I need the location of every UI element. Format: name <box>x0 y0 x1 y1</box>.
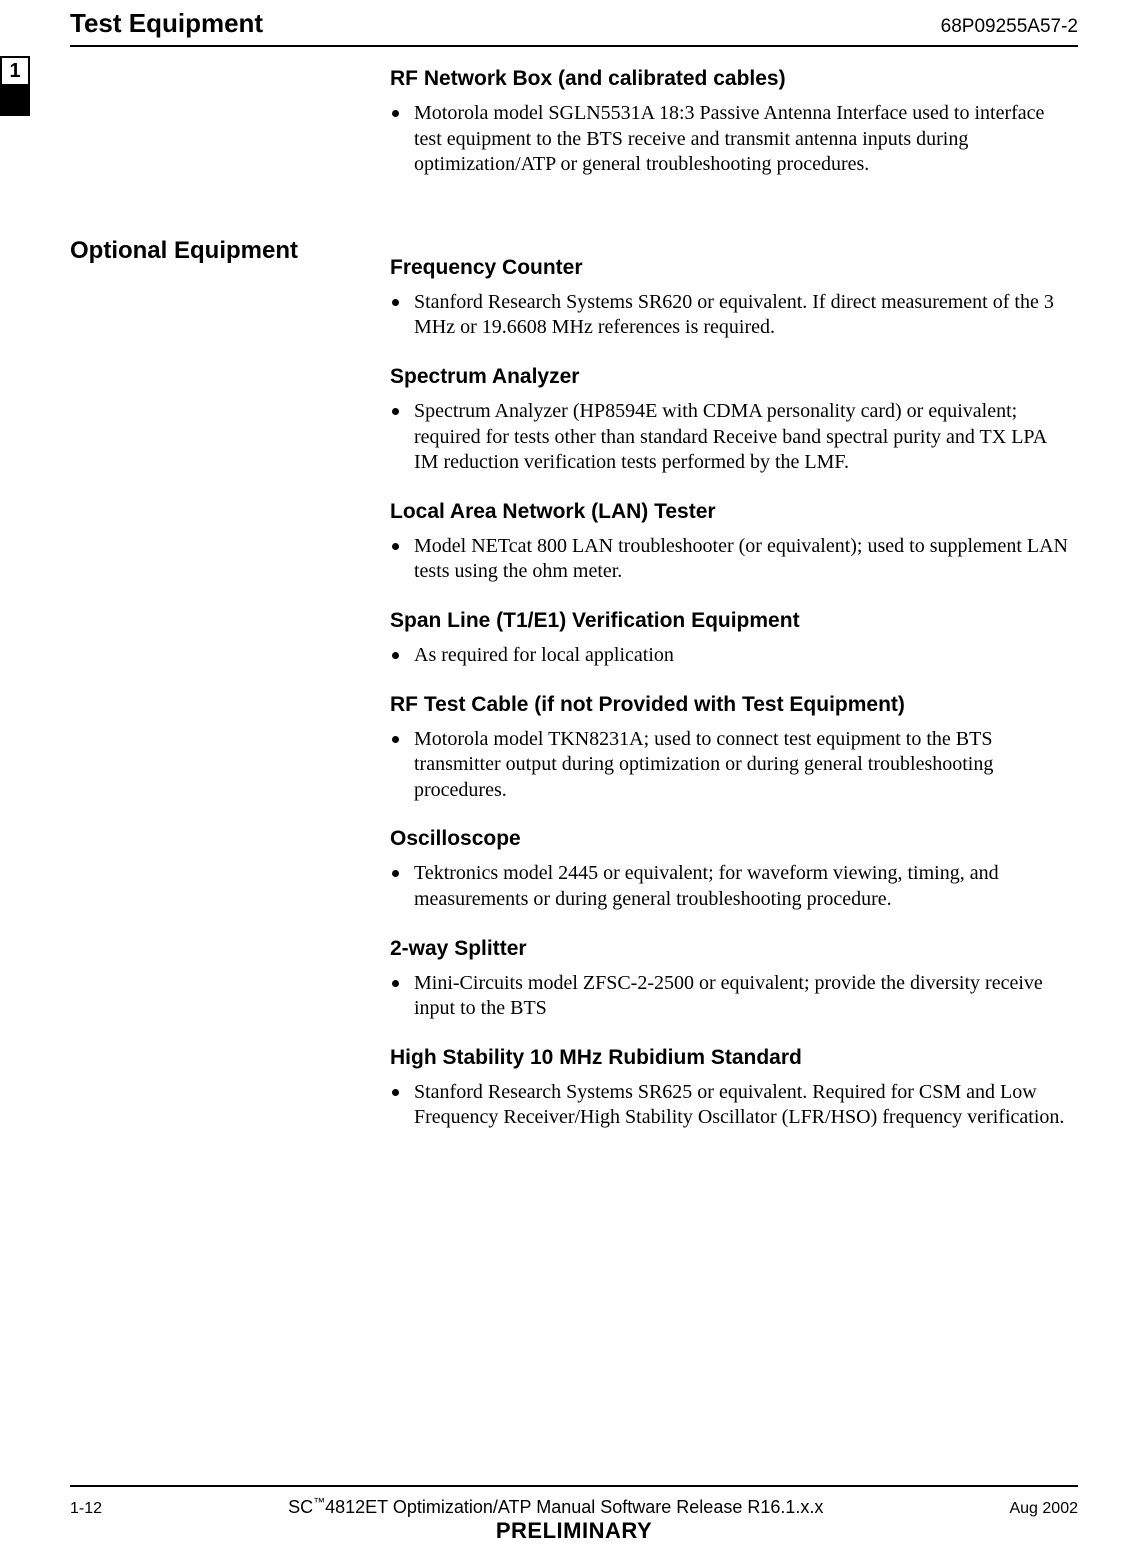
body: Optional Equipment RF Network Box (and c… <box>70 47 1078 1131</box>
splitter-heading: 2-way Splitter <box>390 937 1068 961</box>
list-item: Stanford Research Systems SR625 or equiv… <box>390 1080 1068 1131</box>
page-footer: 1-12 SC™4812ET Optimization/ATP Manual S… <box>70 1485 1078 1544</box>
list-item: Mini-Circuits model ZFSC-2-2500 or equiv… <box>390 971 1068 1022</box>
list-item: Motorola model TKN8231A; used to connect… <box>390 727 1068 804</box>
footer-row: 1-12 SC™4812ET Optimization/ATP Manual S… <box>70 1495 1078 1518</box>
footer-rule <box>70 1485 1078 1487</box>
splitter-list: Mini-Circuits model ZFSC-2-2500 or equiv… <box>390 971 1068 1022</box>
frequency-counter-list: Stanford Research Systems SR620 or equiv… <box>390 290 1068 341</box>
footer-center-prefix: SC <box>288 1497 313 1517</box>
list-item: As required for local application <box>390 643 1068 669</box>
footer-date: Aug 2002 <box>1009 1500 1078 1518</box>
chapter-number: 1 <box>9 60 20 83</box>
trademark-icon: ™ <box>313 1495 325 1509</box>
rf-network-list: Motorola model SGLN5531A 18:3 Passive An… <box>390 101 1068 178</box>
spectrum-analyzer-heading: Spectrum Analyzer <box>390 365 1068 389</box>
chapter-number-box: 1 <box>0 56 30 86</box>
list-item: Spectrum Analyzer (HP8594E with CDMA per… <box>390 399 1068 476</box>
list-item: Tektronics model 2445 or equivalent; for… <box>390 861 1068 912</box>
optional-equipment-heading: Optional Equipment <box>70 237 390 265</box>
rf-test-cable-heading: RF Test Cable (if not Provided with Test… <box>390 693 1068 717</box>
lan-tester-list: Model NETcat 800 LAN troubleshooter (or … <box>390 534 1068 585</box>
lan-tester-heading: Local Area Network (LAN) Tester <box>390 500 1068 524</box>
rf-test-cable-list: Motorola model TKN8231A; used to connect… <box>390 727 1068 804</box>
right-column: RF Network Box (and calibrated cables) M… <box>390 67 1078 1131</box>
chapter-tab: 1 <box>0 56 30 116</box>
footer-center: SC™4812ET Optimization/ATP Manual Softwa… <box>102 1495 1009 1518</box>
document-number: 68P09255A57-2 <box>941 16 1078 38</box>
page: Test Equipment 68P09255A57-2 1 Optional … <box>0 0 1148 1562</box>
span-line-heading: Span Line (T1/E1) Verification Equipment <box>390 609 1068 633</box>
header-title: Test Equipment <box>70 8 263 39</box>
list-item: Model NETcat 800 LAN troubleshooter (or … <box>390 534 1068 585</box>
list-item: Motorola model SGLN5531A 18:3 Passive An… <box>390 101 1068 178</box>
spectrum-analyzer-list: Spectrum Analyzer (HP8594E with CDMA per… <box>390 399 1068 476</box>
spacer <box>390 178 1068 232</box>
page-header: Test Equipment 68P09255A57-2 <box>70 0 1078 39</box>
frequency-counter-heading: Frequency Counter <box>390 256 1068 280</box>
page-number: 1-12 <box>70 1500 102 1518</box>
list-item: Stanford Research Systems SR620 or equiv… <box>390 290 1068 341</box>
chapter-tab-marker <box>0 86 30 116</box>
rubidium-list: Stanford Research Systems SR625 or equiv… <box>390 1080 1068 1131</box>
rubidium-heading: High Stability 10 MHz Rubidium Standard <box>390 1046 1068 1070</box>
preliminary-label: PRELIMINARY <box>70 1518 1078 1544</box>
oscilloscope-heading: Oscilloscope <box>390 827 1068 851</box>
rf-network-heading: RF Network Box (and calibrated cables) <box>390 67 1068 91</box>
oscilloscope-list: Tektronics model 2445 or equivalent; for… <box>390 861 1068 912</box>
left-column: Optional Equipment <box>70 67 390 1131</box>
span-line-list: As required for local application <box>390 643 1068 669</box>
footer-center-suffix: 4812ET Optimization/ATP Manual Software … <box>325 1497 823 1517</box>
